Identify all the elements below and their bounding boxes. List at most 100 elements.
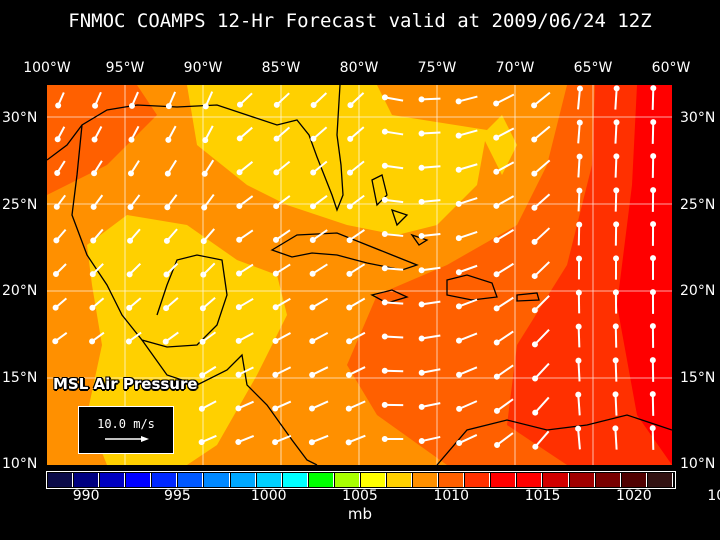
wind-arrow-head <box>309 371 316 378</box>
wind-arrow-head <box>531 136 538 143</box>
wind-arrow-head <box>272 338 279 345</box>
wind-arrow-head <box>381 401 388 408</box>
wind-arrow-head <box>575 357 582 364</box>
wind-arrow-head <box>575 425 582 432</box>
colorbar-swatch <box>491 473 517 487</box>
wind-arrow-head <box>493 339 500 346</box>
colorbar-swatch <box>360 473 387 487</box>
wind-arrow-head <box>418 130 425 137</box>
wind-arrow-head <box>649 289 656 296</box>
wind-arrow <box>421 435 441 443</box>
wind-arrow-head <box>418 301 425 308</box>
wind-arrow <box>534 430 550 448</box>
wind-arrow-head <box>493 305 500 312</box>
wind-arrow-head <box>53 237 60 244</box>
wind-arrow-head <box>613 255 620 262</box>
wind-arrow-head <box>199 305 206 312</box>
wind-arrow-head <box>199 338 206 345</box>
colorbar-tick: 1015 <box>524 488 561 504</box>
coastline-mexico-yucatan <box>71 124 228 348</box>
wind-arrow <box>458 298 478 308</box>
wind-arrow-head <box>532 443 539 450</box>
wind-arrow-head <box>650 187 657 194</box>
wind-arrow-head <box>309 270 316 277</box>
wind-arrow <box>384 267 404 271</box>
wind-arrow <box>421 131 441 135</box>
wind-arrow-head <box>202 137 209 144</box>
wind-arrow-head <box>52 304 59 311</box>
wind-arrow-head <box>381 94 388 101</box>
colorbar-swatch <box>100 473 126 487</box>
wind-arrow-head <box>235 304 242 311</box>
wind-arrow-head <box>163 271 170 278</box>
wind-arrow-head <box>532 375 539 382</box>
wind-arrow-head <box>576 119 583 126</box>
wind-arrow <box>496 296 514 310</box>
wind-arrow-head <box>308 405 315 412</box>
wind-arrow <box>533 125 551 141</box>
wind-arrow-head <box>346 237 353 244</box>
wind-arrow-head <box>126 304 133 311</box>
wind-arrow-head <box>649 323 656 330</box>
wind-arrow-head <box>381 162 388 169</box>
wind-arrow <box>421 97 441 101</box>
wind-arrow <box>577 394 581 416</box>
wind-arrow-head <box>54 169 61 176</box>
wind-arrow-head <box>273 203 280 210</box>
colorbar-tick: 1000 <box>250 488 287 504</box>
wind-arrow-head <box>236 270 243 277</box>
wind-arrow-head <box>531 102 538 109</box>
wind-arrow-head <box>381 128 388 135</box>
wind-arrow-head <box>381 333 388 340</box>
colorbar-swatch <box>204 473 230 487</box>
wind-arrow-head <box>649 425 656 432</box>
lat-label-left: 30°N <box>2 110 38 126</box>
wind-arrow-head <box>199 372 206 379</box>
wind-arrow-head <box>309 203 316 210</box>
wind-arrow <box>421 266 441 272</box>
wind-arrow-head <box>52 338 59 345</box>
graticule <box>47 85 672 465</box>
lon-label: 100°W <box>23 60 71 76</box>
wind-arrow-head <box>418 403 425 410</box>
wind-arrow-head <box>418 233 425 240</box>
wind-arrow-head <box>455 166 462 173</box>
colorbar-swatch <box>517 473 543 487</box>
wind-arrow <box>651 88 655 110</box>
wind-arrow-head <box>127 237 134 244</box>
wind-arrow <box>614 122 618 144</box>
wind-arrow-head <box>310 135 317 142</box>
wind-arrow-head <box>200 271 207 278</box>
wind-arrow-head <box>236 135 243 142</box>
wind-arrow <box>384 233 404 237</box>
wind-arrow <box>496 398 514 412</box>
wind-arrow-head <box>202 103 209 110</box>
colorbar-swatch <box>334 473 360 487</box>
wind-arrow-head <box>418 96 425 103</box>
wind-arrow <box>384 369 404 373</box>
wind-arrow-head <box>613 221 620 228</box>
wind-arrow-head <box>235 405 242 412</box>
wind-arrow-head <box>650 85 657 92</box>
wind-arrow-head <box>650 119 657 126</box>
wind-arrow-head <box>272 439 279 446</box>
pressure-fill-1018 <box>617 85 672 465</box>
wind-arrow <box>495 161 515 173</box>
wind-arrow-head <box>493 202 500 209</box>
wind-arrow <box>533 91 551 107</box>
wind-arrow-head <box>347 102 354 109</box>
wind-arrow <box>534 328 550 346</box>
wind-arrow-head <box>531 273 538 280</box>
wind-arrow <box>458 332 478 342</box>
wind-arrow-head <box>309 338 316 345</box>
colorbar-swatch <box>126 473 152 487</box>
wind-arrow-head <box>165 103 172 110</box>
colorbar-swatch <box>387 473 413 487</box>
coastline-gulf-florida <box>47 85 344 212</box>
wind-arrow-head <box>128 136 135 143</box>
wind-arrow-head <box>309 304 316 311</box>
wind-arrow <box>458 163 478 171</box>
wind-arrow-head <box>272 304 279 311</box>
colorbar-tick: 1020 <box>616 488 652 504</box>
wind-arrow-head <box>649 391 656 398</box>
